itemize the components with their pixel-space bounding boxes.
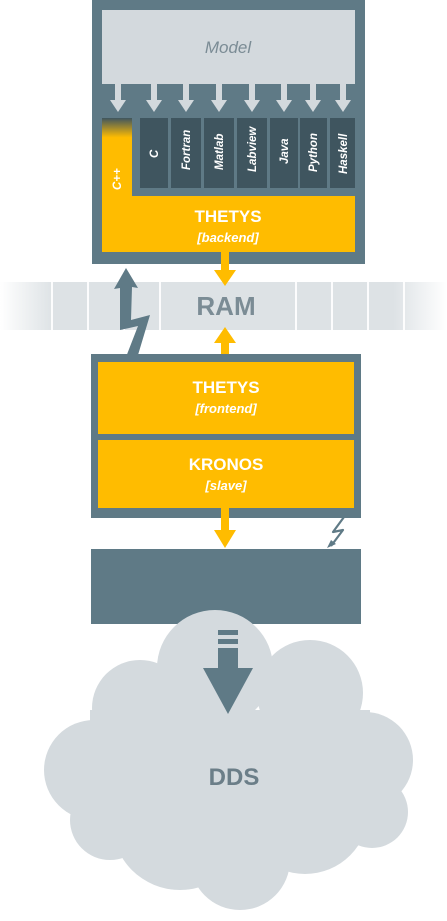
language-labels: C++ C Fortran Matlab Labview Java Python…	[112, 126, 350, 190]
lang-strip-java	[270, 118, 298, 188]
model-box	[102, 10, 355, 84]
lang-label-labview: Labview	[247, 126, 259, 172]
ram-label: RAM	[196, 291, 255, 321]
arrow-backend-to-ram	[214, 252, 236, 286]
frontend-title: THETYS	[192, 378, 259, 397]
lang-label-matlab: Matlab	[214, 134, 226, 170]
lang-strip-labview	[237, 118, 267, 188]
arrow-slave-to-dds-node	[214, 508, 236, 548]
model-label: Model	[205, 38, 253, 57]
dds-cloud	[44, 610, 413, 910]
arrow-frontend-to-ram	[214, 327, 236, 362]
backend-box	[102, 196, 355, 252]
lang-strip-c	[140, 118, 168, 188]
arrow-to-dds	[203, 630, 253, 714]
backend-subtitle: [backend]	[196, 230, 259, 245]
lang-label-cpp: C++	[112, 168, 124, 190]
lang-strip-matlab	[204, 118, 234, 188]
slave-title: KRONOS	[189, 455, 264, 474]
slave-box	[98, 440, 354, 508]
small-lightning-icon	[327, 516, 345, 548]
lang-strip-fortran	[171, 118, 201, 188]
lang-label-haskell: Haskell	[338, 133, 350, 174]
lang-label-c: C	[149, 149, 161, 158]
lang-strip-haskell	[330, 118, 355, 188]
language-strips	[102, 118, 355, 196]
lang-label-java: Java	[279, 138, 291, 164]
backend-title: THETYS	[194, 207, 261, 226]
lang-strip-cpp	[102, 118, 132, 196]
lang-strip-python	[300, 118, 327, 188]
lang-label-python: Python	[308, 133, 320, 172]
frontend-box	[98, 362, 354, 434]
slave-subtitle: [slave]	[204, 478, 247, 493]
lightning-arrow-icon	[114, 268, 150, 357]
dds-label: DDS	[209, 764, 260, 791]
model-arrows	[110, 84, 351, 112]
lang-label-fortran: Fortran	[181, 130, 193, 170]
frontend-subtitle: [frontend]	[194, 401, 257, 416]
